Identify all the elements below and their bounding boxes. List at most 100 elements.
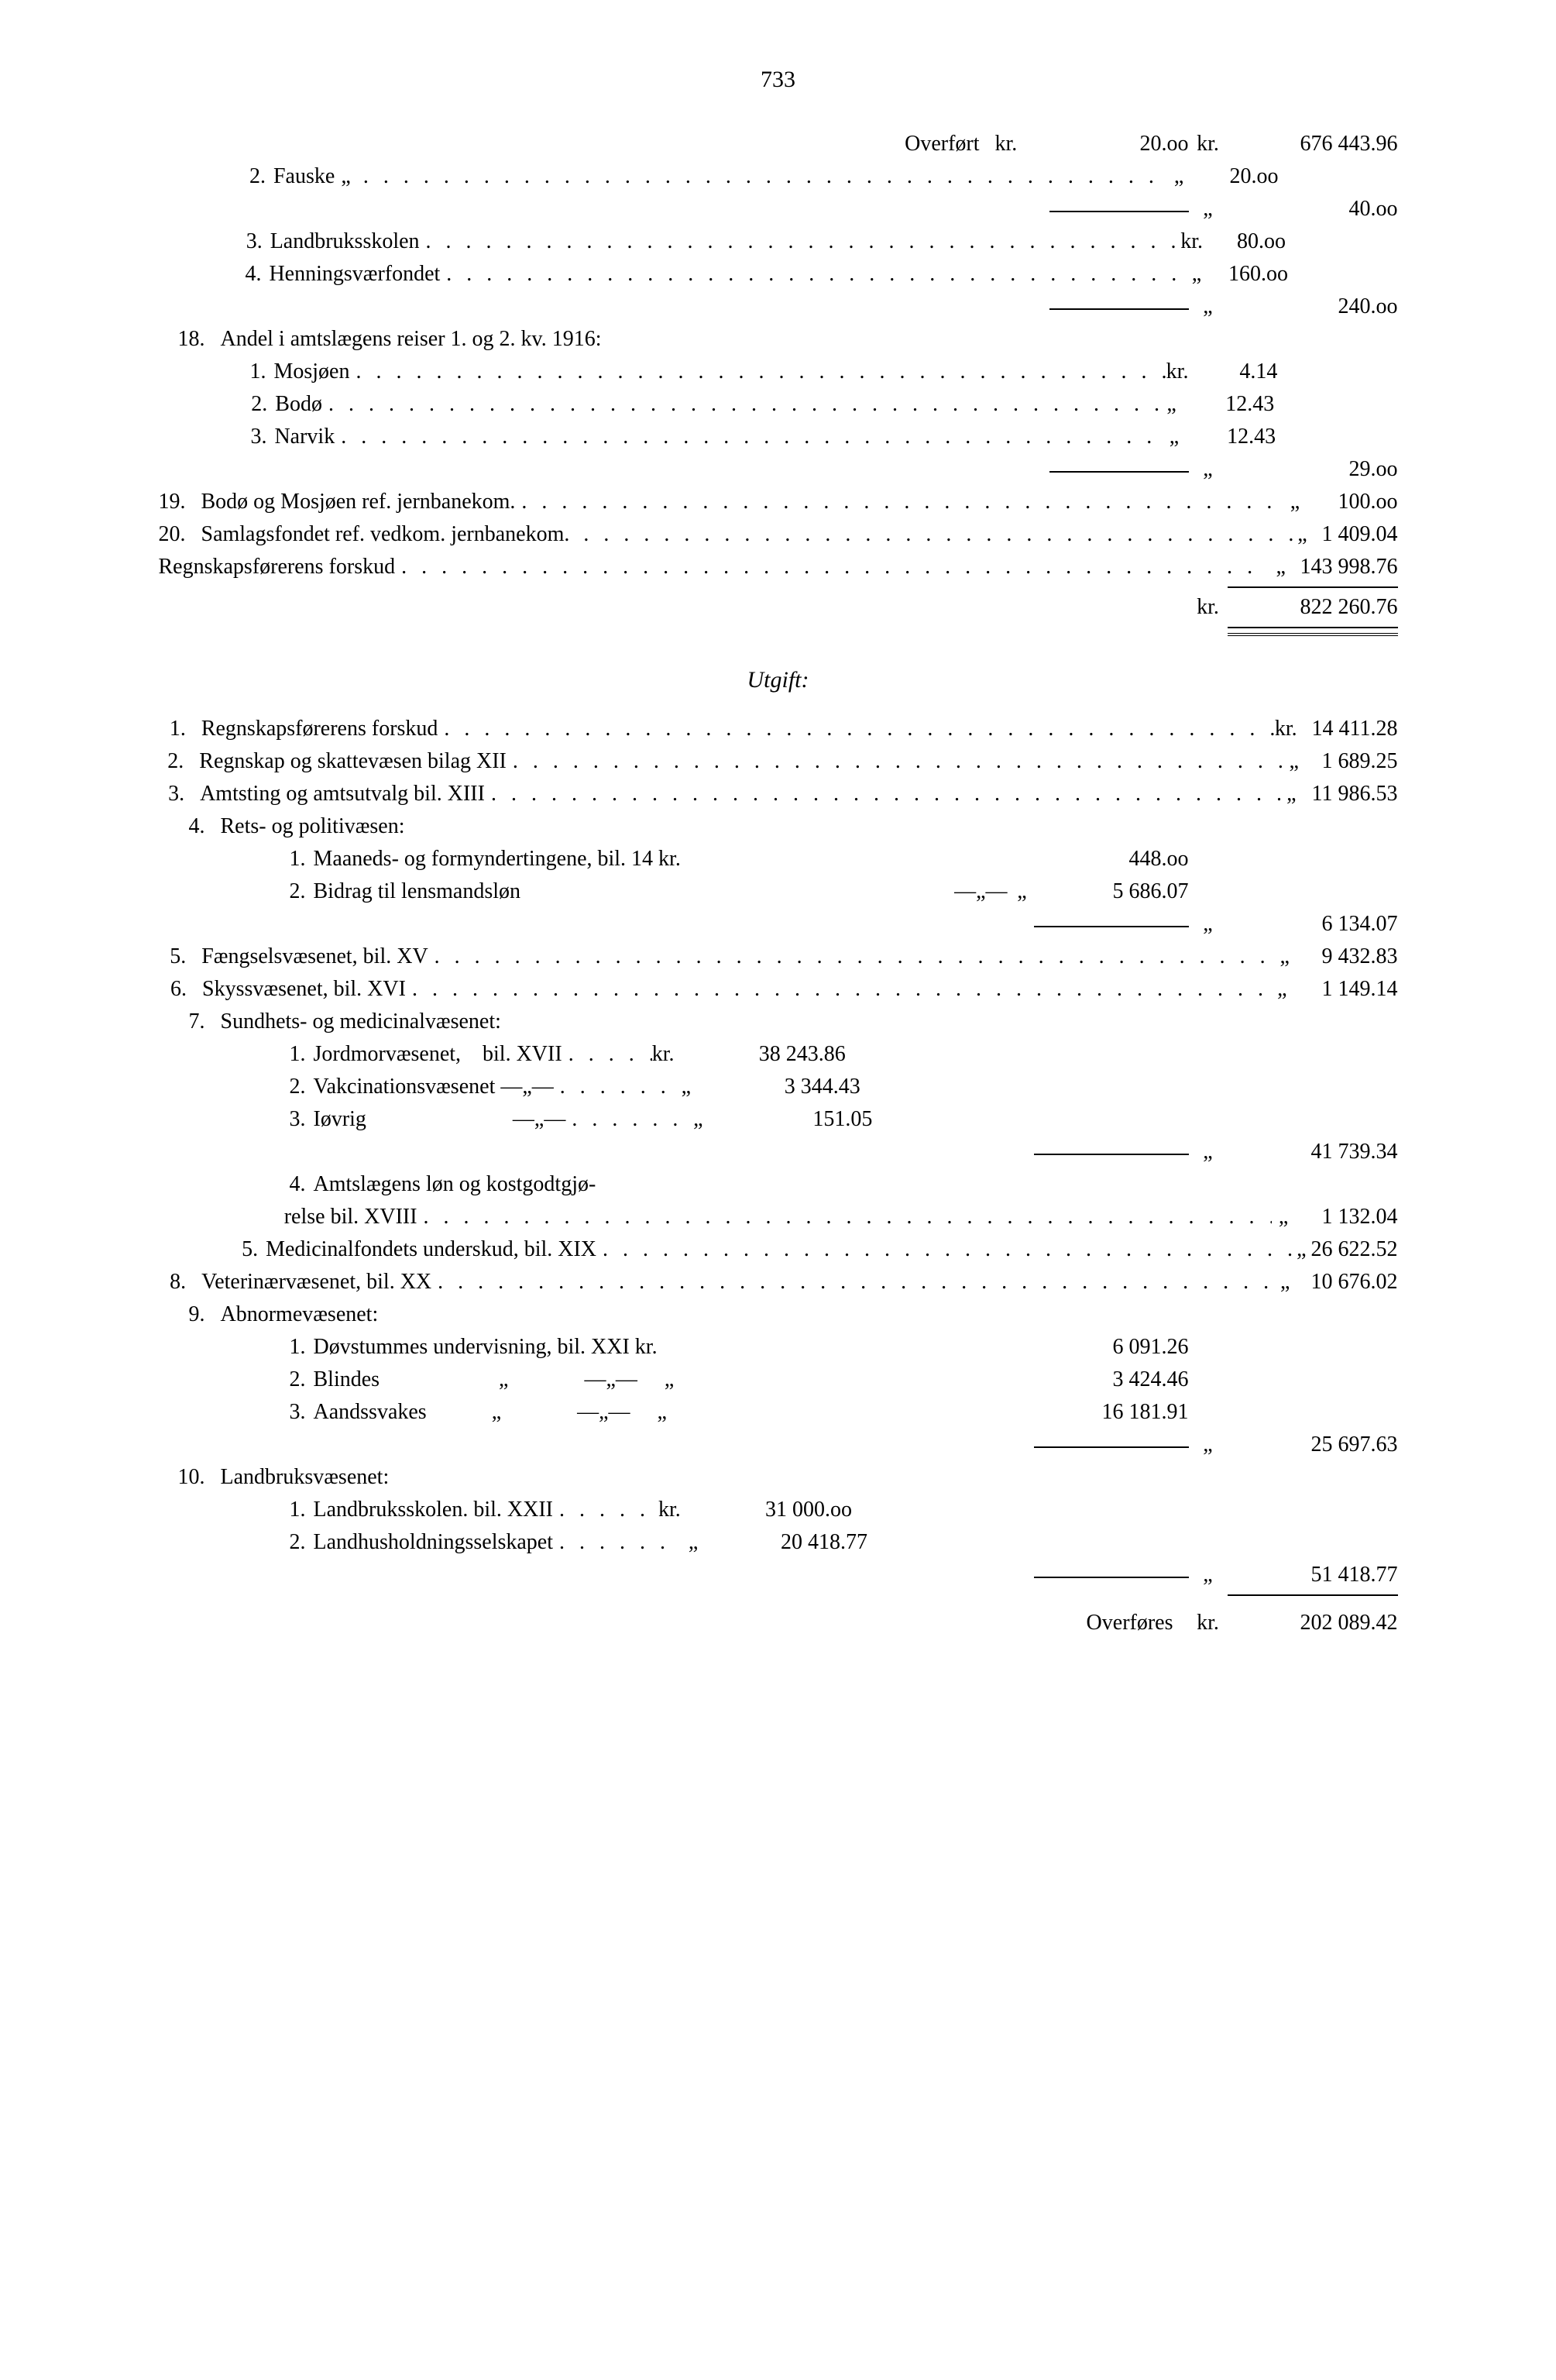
u4-sum: 6 134.07 — [1228, 908, 1398, 941]
u4-r2-dash: —„— — [951, 875, 1010, 908]
u4-r2-ditto: „ — [1011, 875, 1034, 908]
i18-sum: 29.oo — [1228, 453, 1398, 486]
dots — [440, 258, 1187, 291]
fauske-num: 2. — [239, 160, 273, 193]
u5-num: 5. — [159, 941, 194, 973]
u9-r3-num: 3. — [259, 1396, 314, 1429]
u1-row: 1. Regnskapsførerens forskud kr. 14 411.… — [159, 713, 1398, 745]
u7-r1-desc: Jordmorvæsenet, bil. XVII — [314, 1038, 562, 1071]
overfort-label: Overført — [905, 128, 979, 160]
total1-double-rule — [159, 624, 1398, 639]
dots — [417, 1201, 1272, 1233]
ditto: „ — [1283, 745, 1304, 778]
u4-r2-desc: Bidrag til lensmandsløn — [314, 875, 521, 908]
ditto: „ — [1285, 486, 1306, 518]
dots — [553, 1494, 658, 1526]
ditto: „ — [1163, 421, 1185, 453]
u9-r1-amt: 6 091.26 — [1034, 1331, 1189, 1364]
ditto: „ — [667, 1071, 706, 1103]
u7-r3-num: 3. — [259, 1103, 314, 1136]
r4-amt: 160.oo — [1207, 258, 1288, 291]
u6-amt: 1 149.14 — [1294, 973, 1398, 1006]
i20-desc: Samlagsfondet ref. vedkom. jernbanekom. — [201, 518, 570, 551]
u5-desc: Fængselsvæsenet, bil. XV — [201, 941, 428, 973]
i19-desc: Bodø og Mosjøen ref. jernbanekom. — [201, 486, 516, 518]
row-fauske: 2. Fauske „ „ 20.oo — [159, 160, 1398, 193]
ditto: „ — [1272, 1201, 1295, 1233]
u10-r2-amt: 20 418.77 — [713, 1526, 867, 1559]
ditto: „ — [1280, 778, 1302, 810]
u2-row: 2. Regnskap og skattevæsen bilag XII „ 1… — [159, 745, 1398, 778]
i18-r2-num: 2. — [240, 388, 275, 421]
final-rule — [159, 1591, 1398, 1599]
page-number: 733 — [159, 62, 1398, 97]
dots — [485, 778, 1280, 810]
u10-r1-num: 1. — [259, 1494, 314, 1526]
ditto: „ — [1270, 973, 1293, 1006]
overfort-amt2: 676 443.96 — [1228, 128, 1398, 160]
dots — [554, 1071, 667, 1103]
u9-r2-desc: Blindes „ —„— „ — [314, 1364, 675, 1396]
u5-row: 5. Fængselsvæsenet, bil. XV „ 9 432.83 — [159, 941, 1398, 973]
i18-r1-unit: kr. — [1166, 356, 1189, 388]
u10-r1: 1. Landbruksskolen. bil. XXII kr. 31 000… — [159, 1494, 1398, 1526]
sum40-row: „ 40.oo — [159, 193, 1398, 225]
u1-num: 1. — [159, 713, 194, 745]
ditto: „ — [1189, 453, 1228, 486]
i18-r3-amt: 12.43 — [1186, 421, 1276, 453]
u9-sum: 25 697.63 — [1228, 1429, 1398, 1461]
page-content: 733 Overført kr. 20.oo kr. 676 443.96 2.… — [159, 62, 1398, 1639]
row-henning: 4. Henningsværfondet „ 160.oo — [159, 258, 1398, 291]
i18-r3-desc: Narvik — [274, 421, 335, 453]
dots — [431, 1266, 1273, 1298]
dots — [553, 1526, 674, 1559]
dots — [515, 486, 1284, 518]
u7-r4b: relse bil. XVIII „ 1 132.04 — [159, 1201, 1398, 1233]
sum240-row: „ 240.oo — [159, 291, 1398, 323]
u2-num: 2. — [159, 745, 192, 778]
ditto: „ — [1189, 1429, 1228, 1461]
i18-desc: Andel i amtslægens reiser 1. og 2. kv. 1… — [221, 323, 602, 356]
regn-desc: Regnskapsførerens forskud — [159, 551, 396, 583]
u9-r2-num: 2. — [259, 1364, 314, 1396]
u7-r4a: 4. Amtslægens løn og kostgodtgjø- — [159, 1168, 1398, 1201]
u7-r5-desc: Medicinalfondets underskud, bil. XIX — [266, 1233, 596, 1266]
u3-num: 3. — [159, 778, 193, 810]
u1-desc: Regnskapsførerens forskud — [201, 713, 438, 745]
u4-r2: 2. Bidrag til lensmandsløn —„— „ 5 686.0… — [159, 875, 1398, 908]
ditto: „ — [678, 1103, 717, 1136]
total1-unit: kr. — [1189, 591, 1228, 624]
u9-r2: 2. Blindes „ —„— „ 3 424.46 — [159, 1364, 1398, 1396]
item18-header: 18. Andel i amtslægens reiser 1. og 2. k… — [159, 323, 1398, 356]
i20-amt: 1 409.04 — [1312, 518, 1397, 551]
ditto: „ — [1189, 908, 1228, 941]
u7-sum1: 41 739.34 — [1228, 1136, 1398, 1168]
ditto: „ — [1273, 1266, 1297, 1298]
u9-r1-num: 1. — [259, 1331, 314, 1364]
overfores-amt: 202 089.42 — [1228, 1607, 1398, 1639]
ditto: „ — [1292, 1233, 1310, 1266]
dots — [322, 388, 1160, 421]
u1-unit: kr. — [1275, 713, 1297, 745]
u9-num: 9. — [159, 1298, 213, 1331]
u4-header: 4. Rets- og politivæsen: — [159, 810, 1398, 843]
overfort-unit: kr. — [995, 128, 1034, 160]
total1-amt: 822 260.76 — [1228, 591, 1398, 624]
regn-amt: 143 998.76 — [1293, 551, 1397, 583]
u9-desc: Abnormevæsenet: — [221, 1298, 379, 1331]
total1-row: kr. 822 260.76 — [159, 591, 1398, 624]
u7-r2-desc: Vakcinationsvæsenet —„— — [314, 1071, 554, 1103]
i18-r3: 3. Narvik „ 12.43 — [159, 421, 1398, 453]
ditto: „ — [1189, 1559, 1228, 1591]
u7-header: 7. Sundhets- og medicinalvæsenet: — [159, 1006, 1398, 1038]
overfores-unit: kr. — [1189, 1607, 1228, 1639]
u4-r1-desc: Maaneds- og formyndertingene, bil. 14 kr… — [314, 843, 681, 875]
u10-r2: 2. Landhusholdningsselskapet „ 20 418.77 — [159, 1526, 1398, 1559]
ditto: „ — [335, 160, 357, 193]
u7-r4-num: 4. — [259, 1168, 314, 1201]
u9-r3-desc: Aandssvakes „ —„— „ — [314, 1396, 667, 1429]
u2-amt: 1 689.25 — [1304, 745, 1397, 778]
u9-r2-amt: 3 424.46 — [1034, 1364, 1189, 1396]
u7-r4b-desc: relse bil. XVIII — [284, 1201, 417, 1233]
u10-r1-desc: Landbruksskolen. bil. XXII — [314, 1494, 554, 1526]
